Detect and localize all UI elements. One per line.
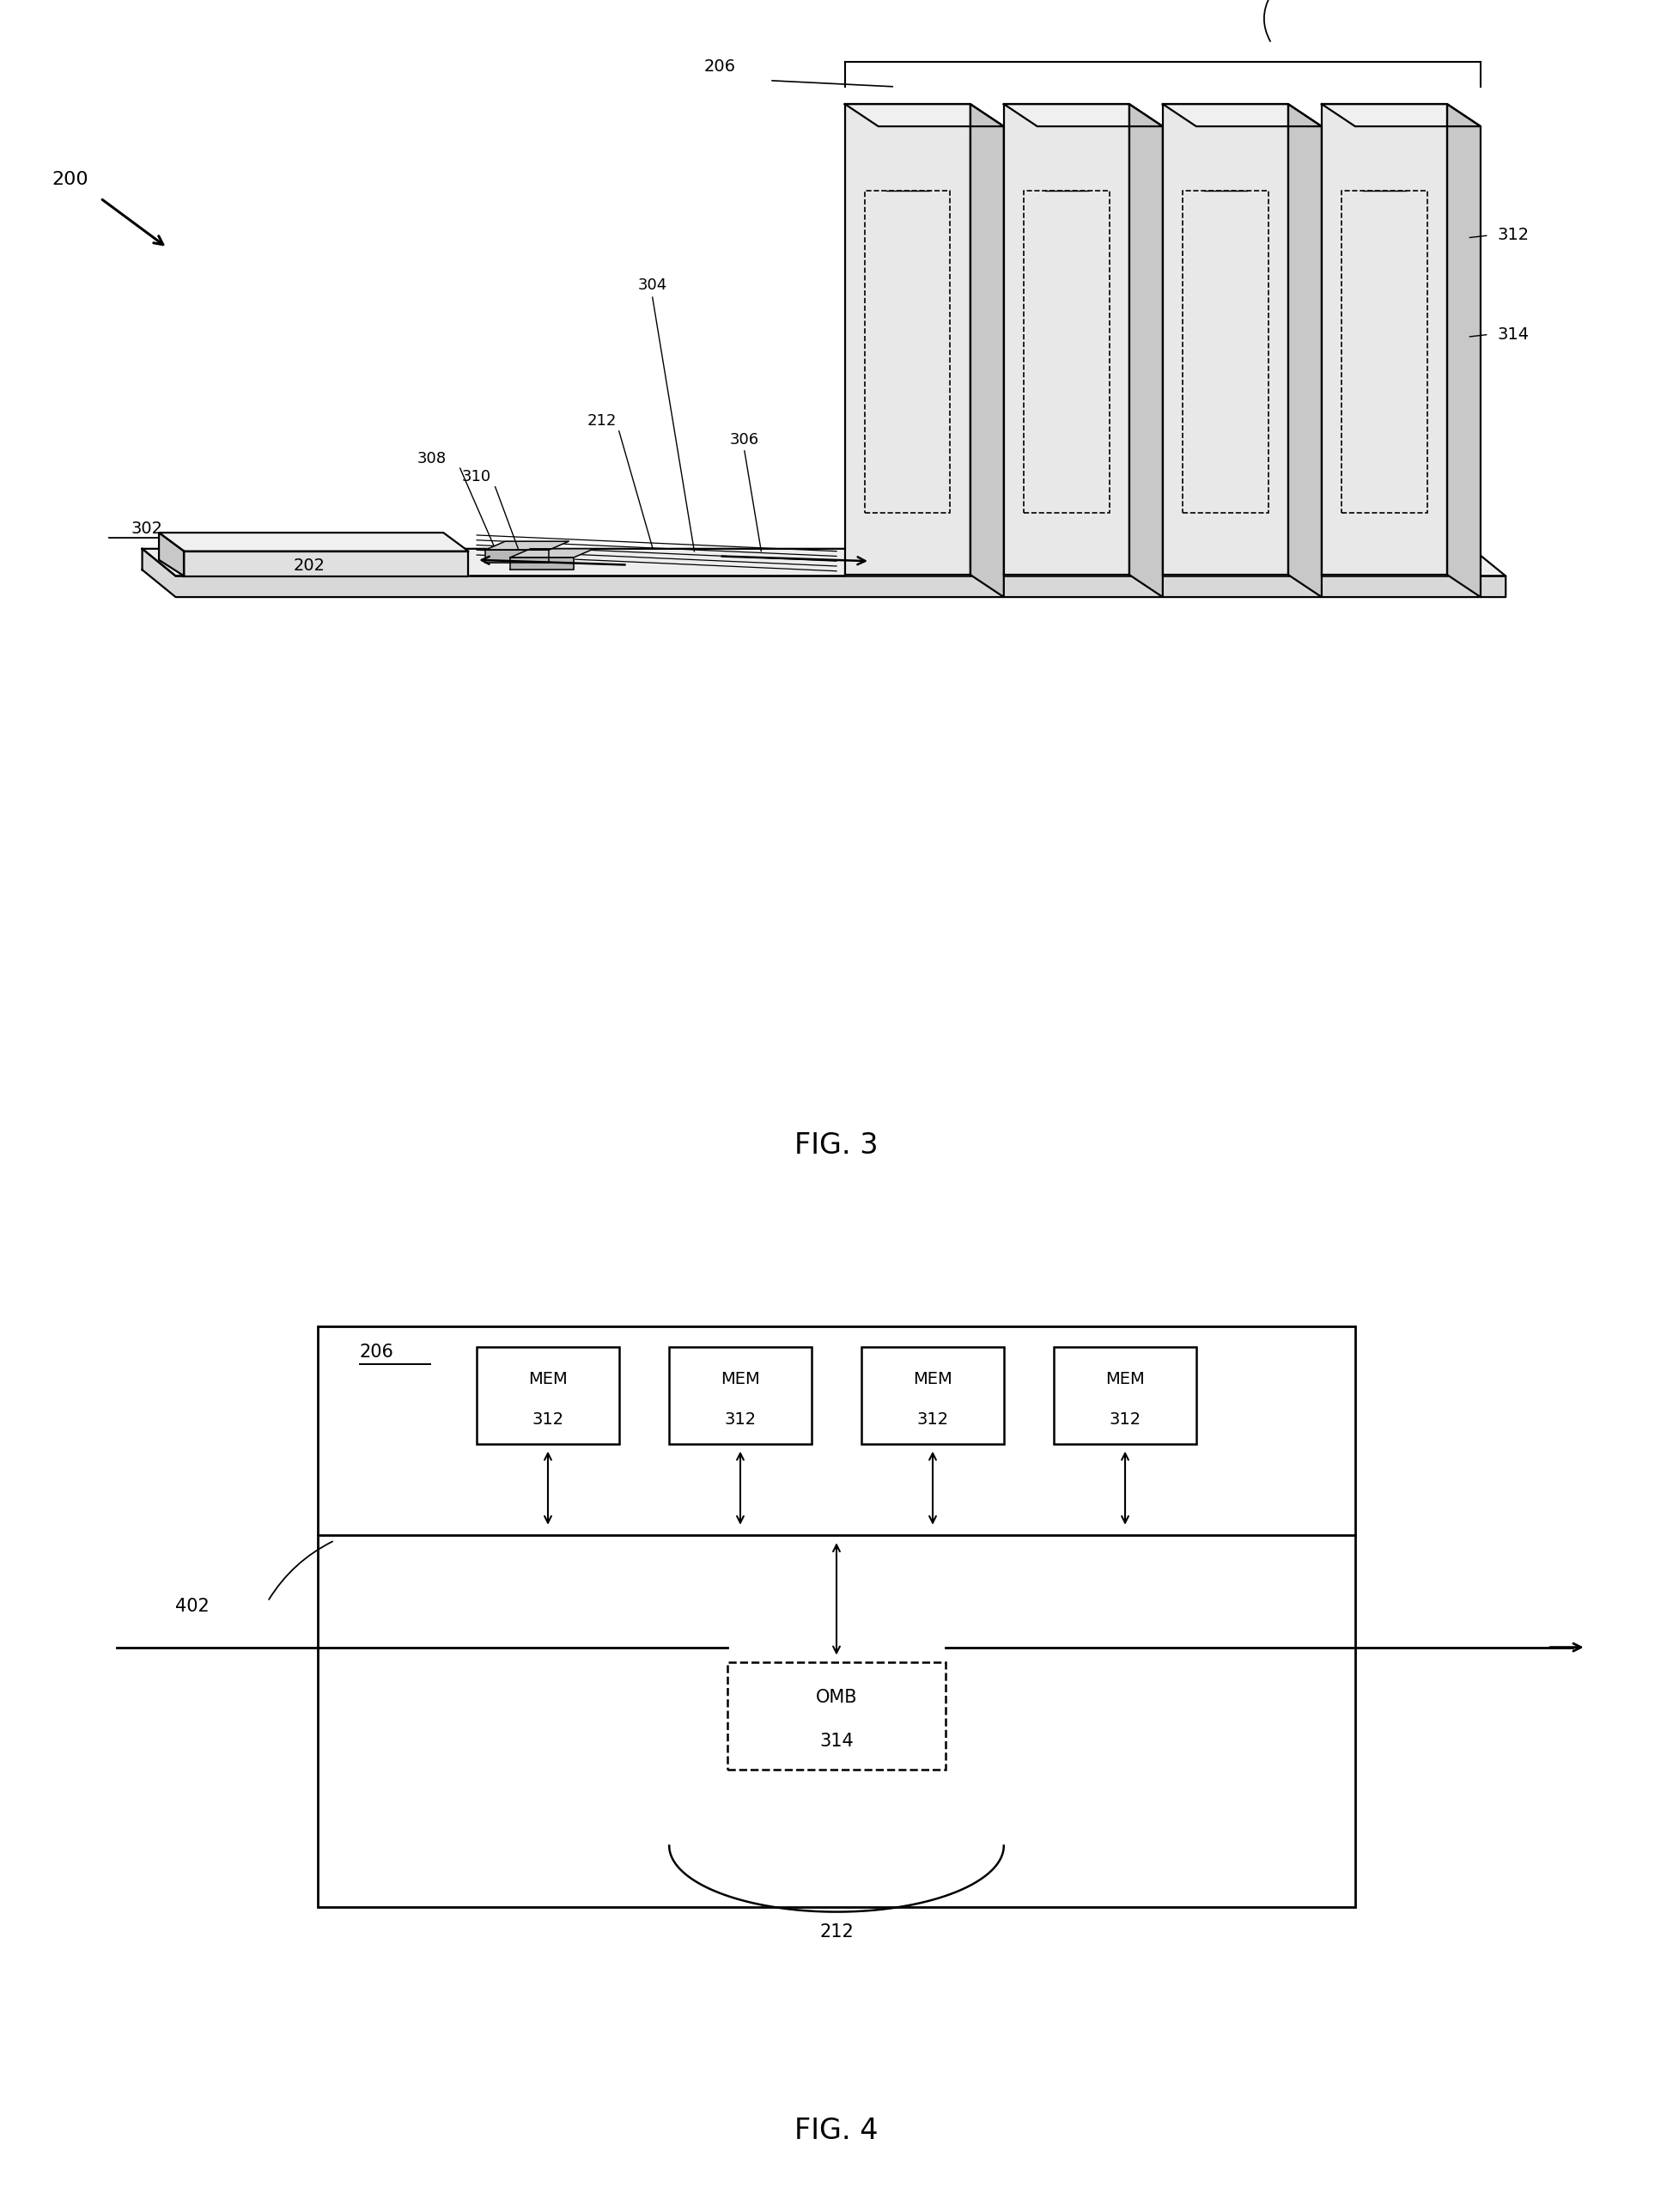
Text: 310: 310 [462,469,492,484]
Polygon shape [510,557,574,571]
Text: 202: 202 [294,557,325,575]
Text: 308: 308 [417,451,447,467]
Polygon shape [970,104,1004,597]
Text: 212: 212 [820,1924,853,1940]
Text: 314: 314 [820,1732,853,1750]
Text: 306: 306 [729,431,760,447]
Polygon shape [142,549,1506,597]
Bar [1054,1347,1196,1444]
Text: 200: 200 [52,170,89,188]
Polygon shape [1004,104,1163,126]
Text: MEM: MEM [529,1371,567,1387]
Polygon shape [159,533,184,575]
Text: 206: 206 [360,1343,393,1360]
Text: 312: 312 [917,1411,949,1427]
Text: MEM: MEM [1106,1371,1144,1387]
Polygon shape [1163,104,1322,126]
Text: MEM: MEM [721,1371,760,1387]
Text: 302: 302 [132,520,162,538]
Text: 312: 312 [724,1411,756,1427]
Text: OMB: OMB [816,1690,857,1705]
Text: 304: 304 [637,276,668,292]
Polygon shape [1322,104,1481,126]
Polygon shape [142,549,1506,575]
Bar [669,1347,811,1444]
Text: 212: 212 [587,414,617,429]
Bar [862,1347,1004,1444]
Bar [477,1347,619,1444]
Text: 206: 206 [704,58,734,75]
Bar [318,1327,1355,1907]
Polygon shape [1129,104,1163,597]
Polygon shape [845,104,970,575]
Text: 314: 314 [1497,327,1529,343]
Polygon shape [1322,104,1447,575]
Polygon shape [510,549,594,557]
Text: 312: 312 [1497,228,1529,243]
Text: 312: 312 [1109,1411,1141,1427]
Text: MEM: MEM [913,1371,952,1387]
Polygon shape [1447,104,1481,597]
Polygon shape [1163,104,1288,575]
Polygon shape [184,551,468,575]
Text: FIG. 3: FIG. 3 [795,1133,878,1159]
Polygon shape [845,104,1004,126]
Polygon shape [159,533,468,551]
Polygon shape [485,551,549,562]
Polygon shape [1288,104,1322,597]
Text: 312: 312 [532,1411,564,1427]
Polygon shape [485,542,569,551]
Bar [728,1663,945,1770]
Text: FIG. 4: FIG. 4 [795,2117,878,2146]
Text: 402: 402 [176,1597,209,1615]
Polygon shape [1004,104,1129,575]
